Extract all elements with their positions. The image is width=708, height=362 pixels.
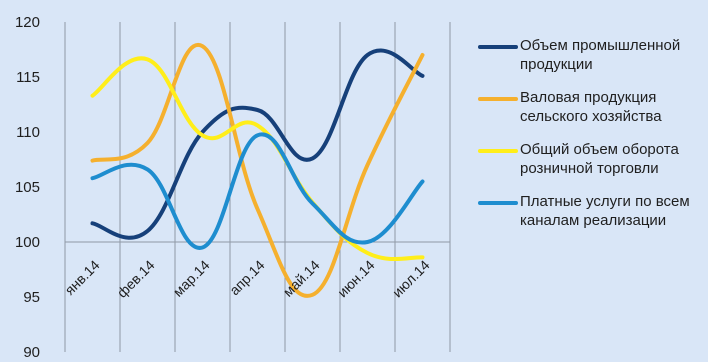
legend-item: Общий объем оборота розничной торговли — [478, 140, 708, 178]
chart-axes — [64, 241, 451, 247]
legend-item: Платные услуги по всем каналам реализаци… — [478, 192, 708, 230]
x-tick-label: мар.14 — [170, 257, 213, 300]
legend-label: Валовая продукция сельского хозяйства — [520, 89, 662, 125]
y-tick-label: 95 — [23, 289, 40, 306]
legend-item: Объем промышленной продукции — [478, 36, 708, 74]
x-tick-label: июн.14 — [334, 257, 378, 301]
legend-item: Валовая продукция сельского хозяйства — [478, 88, 708, 126]
y-tick-label: 110 — [16, 124, 40, 141]
x-tick-label: янв.14 — [61, 257, 102, 298]
legend-swatch — [478, 45, 518, 49]
legend-swatch — [478, 201, 518, 205]
chart-grid — [64, 22, 451, 352]
x-tick-label: апр.14 — [226, 257, 268, 299]
legend-label: Платные услуги по всем каналам реализаци… — [520, 193, 690, 229]
y-tick-label: 100 — [15, 234, 40, 251]
y-tick-label: 105 — [15, 179, 40, 196]
series-line-1 — [90, 48, 425, 240]
legend-swatch — [478, 149, 518, 153]
chart-legend: Объем промышленной продукции Валовая прод… — [478, 36, 708, 244]
series-line-3 — [90, 56, 425, 261]
y-tick-label: 115 — [16, 69, 40, 86]
legend-swatch — [478, 97, 518, 101]
y-tick-label: 120 — [15, 14, 40, 31]
chart-series — [90, 42, 425, 298]
legend-label: Объем промышленной продукции — [520, 37, 681, 73]
x-tick-label: июл.14 — [389, 257, 433, 301]
y-tick-label: 90 — [23, 344, 40, 361]
legend-label: Общий объем оборота розничной торговли — [520, 141, 679, 177]
